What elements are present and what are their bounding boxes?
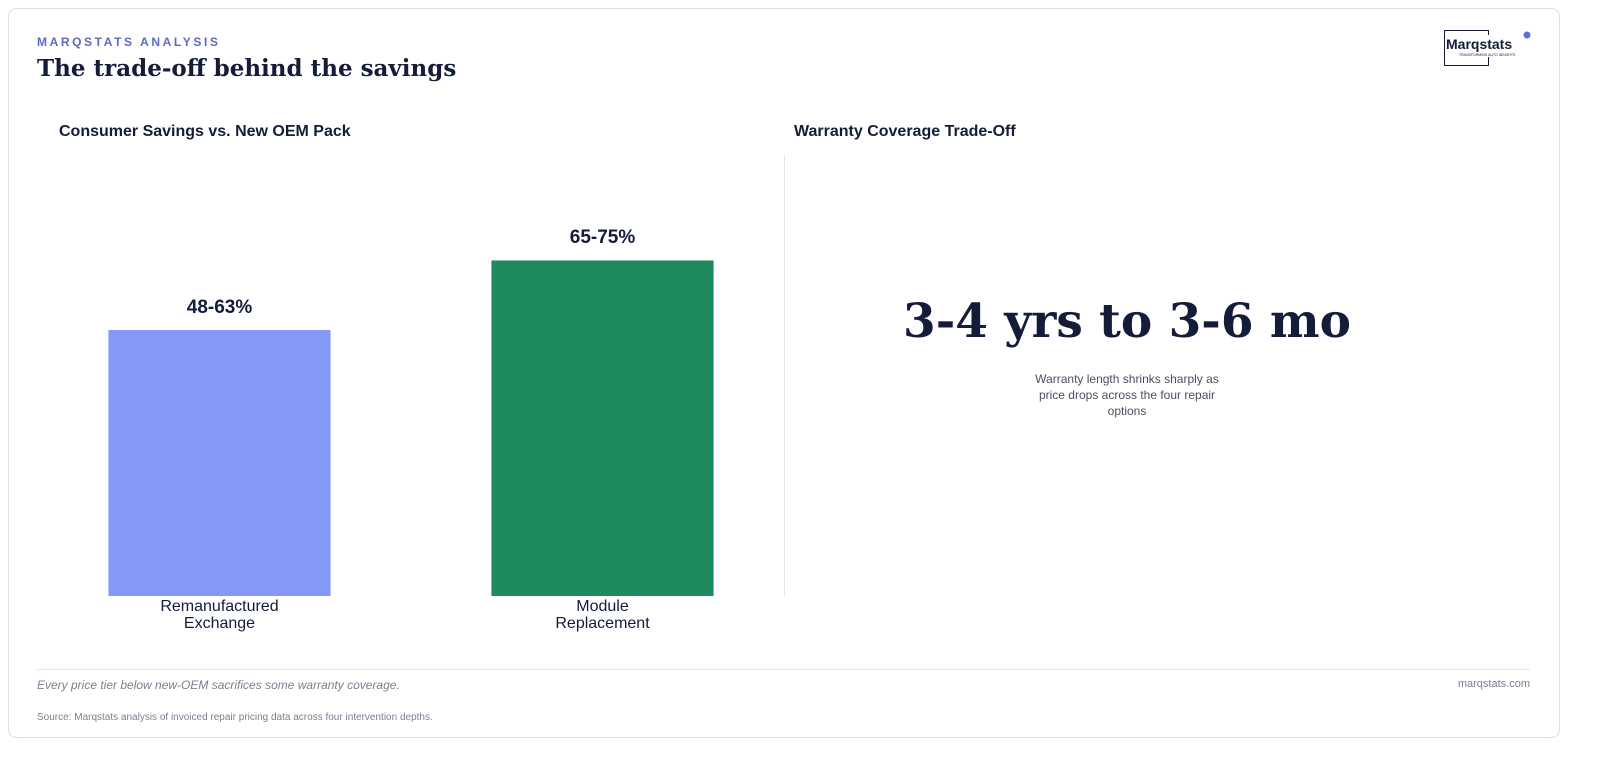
footer-note: Every price tier below new-OEM sacrifice… [37,678,400,692]
panel-title: Warranty Coverage Trade-Off [794,123,1016,140]
logo-tagline: TRANSFORMING AUTO INSIGHTS [1459,53,1516,57]
page-title: The trade-off behind the savings [37,55,457,82]
eyebrow: MARQSTATS ANALYSIS [37,35,221,49]
caption: Warranty length shrinks sharply as price… [1035,372,1219,418]
value-label: 65-75% [569,227,636,249]
value-label: 48-63% [186,296,253,318]
x-tick-label: Remanufactured Exchange [160,598,279,632]
logo: Marqstats [1446,36,1513,52]
bar [108,329,331,596]
logo-dot [1523,31,1531,39]
bar [491,260,714,596]
logo-mask [1452,35,1530,57]
headline: 3-4 yrs to 3-6 mo [903,294,1351,349]
x-tick-label: Module Replacement [555,598,650,632]
source: Source: Marqstats analysis of invoiced r… [37,712,433,723]
chart-title: Consumer Savings vs. New OEM Pack [59,123,351,140]
footer-site: marqstats.com [1457,678,1530,690]
